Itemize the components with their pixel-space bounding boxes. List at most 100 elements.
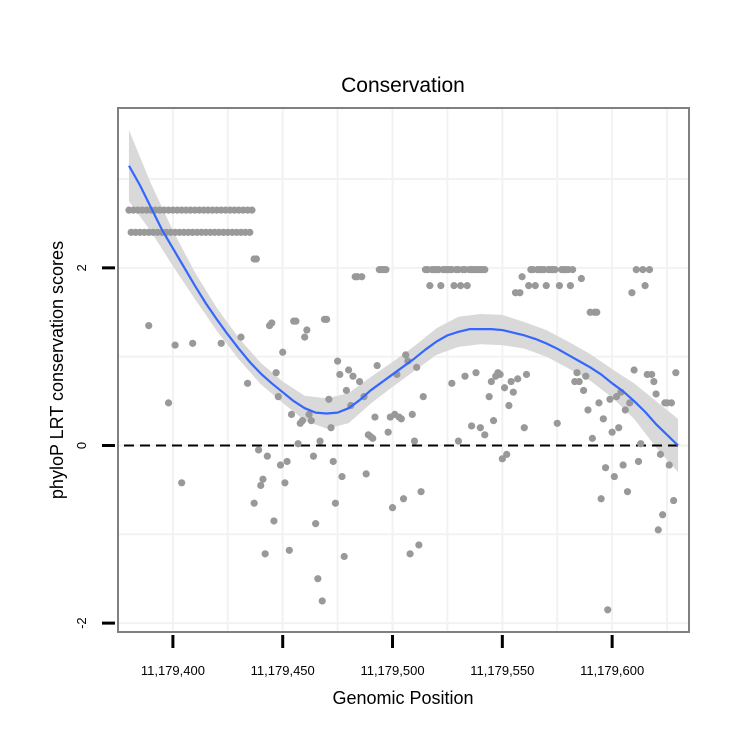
data-point	[623, 488, 632, 496]
data-point	[485, 393, 493, 401]
panel-border	[117, 107, 690, 633]
data-point	[584, 406, 592, 414]
data-point	[553, 419, 561, 427]
data-point	[604, 606, 612, 614]
data-point	[399, 495, 408, 503]
data-point	[496, 370, 504, 379]
data-point	[500, 384, 509, 392]
data-point	[417, 488, 425, 496]
data-point	[145, 321, 153, 330]
data-point	[619, 461, 627, 469]
data-point	[628, 289, 636, 297]
data-point	[652, 390, 660, 398]
y-axis: -2 0 2	[74, 264, 115, 629]
data-point	[634, 457, 643, 466]
data-point	[349, 372, 357, 380]
data-point	[639, 266, 647, 274]
data-point	[656, 450, 665, 458]
data-point	[270, 517, 278, 525]
data-point	[309, 452, 318, 460]
data-point	[667, 399, 676, 407]
plot-panel	[117, 107, 690, 633]
data-point	[630, 366, 638, 374]
data-point	[307, 417, 315, 425]
data-point	[645, 266, 654, 274]
data-point	[384, 428, 392, 436]
data-point	[329, 457, 337, 466]
data-point	[531, 282, 539, 290]
x-tick-label: 11,179,400	[141, 663, 205, 678]
data-point	[487, 377, 495, 386]
data-point	[305, 410, 313, 419]
data-point	[298, 417, 307, 425]
data-point	[579, 386, 588, 395]
data-point	[415, 541, 423, 549]
data-point	[615, 424, 623, 432]
data-point	[303, 326, 311, 334]
data-point	[237, 333, 245, 341]
data-point	[413, 363, 421, 371]
data-point	[476, 424, 484, 432]
data-point	[606, 395, 614, 403]
data-point	[509, 388, 517, 396]
data-point	[575, 377, 583, 386]
data-point	[355, 377, 364, 386]
data-point	[318, 597, 326, 605]
data-point	[344, 366, 353, 374]
data-point	[254, 446, 263, 454]
data-point	[325, 395, 333, 403]
data-point	[514, 375, 522, 383]
data-point	[481, 266, 489, 274]
x-axis-title: Genomic Position	[332, 688, 473, 708]
data-point	[243, 379, 252, 387]
data-point	[448, 379, 456, 387]
data-point	[503, 450, 511, 458]
data-point	[467, 422, 476, 430]
data-point	[250, 499, 258, 507]
data-point	[263, 452, 271, 460]
data-point	[626, 399, 634, 407]
data-point	[426, 282, 434, 290]
data-point	[371, 413, 379, 421]
data-point	[274, 393, 282, 401]
data-point	[276, 461, 285, 469]
data-point	[505, 401, 513, 410]
data-point	[406, 550, 414, 558]
data-point	[294, 440, 302, 448]
data-point	[472, 369, 480, 377]
data-point	[566, 282, 575, 290]
data-point	[461, 372, 469, 380]
data-point	[582, 372, 590, 380]
data-point	[259, 475, 267, 483]
y-tick-label: 2	[74, 264, 89, 271]
data-point	[189, 339, 197, 347]
data-point	[362, 470, 370, 478]
y-tick-label: -2	[74, 617, 89, 629]
data-point	[217, 339, 225, 347]
data-point	[331, 499, 340, 507]
data-point	[261, 550, 269, 558]
data-point	[489, 417, 498, 425]
data-point	[551, 266, 559, 274]
data-point	[369, 434, 377, 442]
data-point	[257, 481, 265, 490]
data-point	[340, 552, 348, 561]
data-point	[457, 282, 465, 290]
data-point	[272, 369, 280, 377]
data-point	[334, 357, 342, 365]
x-tick-label: 11,179,550	[470, 663, 534, 678]
data-point	[641, 282, 649, 290]
data-point	[402, 351, 410, 359]
data-point	[522, 370, 531, 379]
chart-title: Conservation	[341, 74, 465, 97]
data-point	[178, 479, 186, 487]
data-point	[373, 361, 381, 370]
data-point	[358, 273, 366, 281]
data-point	[252, 255, 260, 263]
data-point	[654, 526, 662, 534]
data-point	[171, 341, 179, 349]
x-tick-label: 11,179,500	[360, 663, 424, 678]
data-point	[650, 377, 658, 386]
data-point	[659, 511, 667, 519]
data-point	[408, 410, 416, 419]
